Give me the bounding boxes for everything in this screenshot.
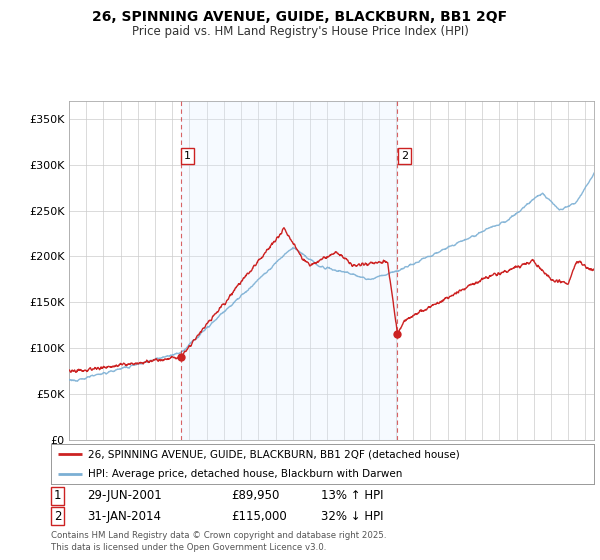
Text: 26, SPINNING AVENUE, GUIDE, BLACKBURN, BB1 2QF (detached house): 26, SPINNING AVENUE, GUIDE, BLACKBURN, B…: [88, 449, 460, 459]
Text: 13% ↑ HPI: 13% ↑ HPI: [321, 489, 383, 502]
Bar: [181, 101, 397, 440]
Text: Price paid vs. HM Land Registry's House Price Index (HPI): Price paid vs. HM Land Registry's House …: [131, 25, 469, 38]
Text: 2: 2: [54, 510, 62, 522]
Text: HPI: Average price, detached house, Blackburn with Darwen: HPI: Average price, detached house, Blac…: [88, 469, 402, 479]
Text: 1: 1: [184, 151, 191, 161]
Text: 1: 1: [54, 489, 62, 502]
Text: 29-JUN-2001: 29-JUN-2001: [87, 489, 162, 502]
Text: £115,000: £115,000: [231, 510, 287, 522]
Text: 2: 2: [401, 151, 408, 161]
Text: 32% ↓ HPI: 32% ↓ HPI: [321, 510, 383, 522]
Text: Contains HM Land Registry data © Crown copyright and database right 2025.
This d: Contains HM Land Registry data © Crown c…: [51, 531, 386, 552]
Text: 31-JAN-2014: 31-JAN-2014: [87, 510, 161, 522]
Text: £89,950: £89,950: [231, 489, 280, 502]
Text: 26, SPINNING AVENUE, GUIDE, BLACKBURN, BB1 2QF: 26, SPINNING AVENUE, GUIDE, BLACKBURN, B…: [92, 10, 508, 24]
